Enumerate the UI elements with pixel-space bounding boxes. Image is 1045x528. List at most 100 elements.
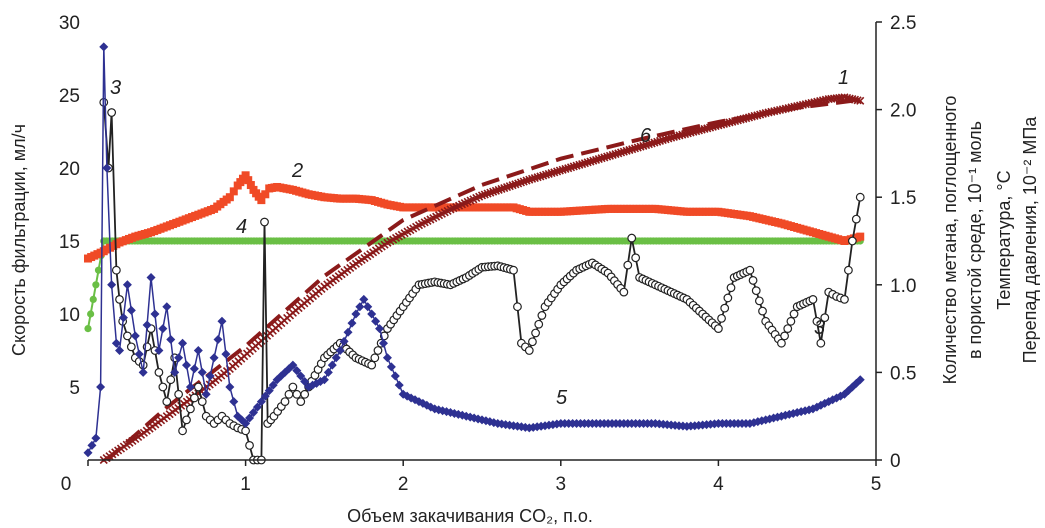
series-2-point	[229, 187, 238, 196]
x-tick-label-3: 3	[556, 474, 567, 495]
series-3-point	[509, 265, 518, 275]
series-2-point	[261, 190, 270, 199]
x-axis-title: Объем закачивания CO₂, п.о.	[347, 506, 593, 526]
series-3-point	[808, 295, 818, 304]
axes-layer	[87, 21, 882, 466]
series-3-point	[745, 265, 755, 275]
series-3-point	[714, 324, 723, 334]
series-3-point	[717, 313, 726, 323]
series-5-point	[102, 163, 112, 173]
series-5-point	[371, 316, 381, 326]
y-right-tick-label-2.5: 2.5	[890, 13, 916, 34]
series-1-point	[853, 96, 862, 105]
series-3-point	[619, 287, 629, 297]
series-5-point	[339, 336, 349, 346]
series-5-point	[375, 324, 385, 334]
series-3-point	[126, 342, 136, 352]
series-5-point	[162, 302, 172, 312]
series-1-point	[700, 124, 709, 134]
series-5-point	[209, 353, 219, 363]
curve-label-6: 6	[640, 125, 652, 147]
series-5-point	[248, 408, 258, 418]
series-3-point	[851, 214, 861, 224]
series-5-point	[154, 346, 164, 355]
series-3-point	[754, 296, 764, 306]
series-3-point	[524, 346, 534, 355]
series-5-point	[382, 353, 392, 363]
series-5-point	[394, 380, 404, 390]
series-3-point	[786, 316, 796, 326]
series-3-point	[107, 108, 117, 117]
series-1-point	[667, 133, 676, 142]
series-3-point	[193, 382, 203, 392]
series-3-point	[370, 353, 380, 363]
curve-label-3-top: 3	[110, 77, 121, 99]
series-3-point	[816, 338, 826, 348]
series-2-point	[244, 176, 253, 185]
series-5-point	[178, 338, 188, 348]
series-3-point	[531, 328, 540, 338]
series-5-point	[197, 367, 207, 377]
series-5-point	[118, 313, 128, 323]
x-tick-label-5: 5	[871, 474, 882, 495]
series-3-point	[844, 265, 853, 275]
y-right-tick-label-0.5: 0.5	[890, 363, 916, 384]
series-3-point	[111, 265, 121, 275]
series-3	[99, 97, 865, 465]
series-5-point	[359, 294, 369, 304]
series-3-point	[528, 337, 537, 347]
series-6	[105, 98, 853, 462]
series-1-point	[675, 131, 684, 140]
series-5-point	[142, 320, 152, 330]
series-1-point	[680, 129, 690, 139]
series-3-point	[197, 397, 207, 407]
y-left-tick-label-25: 25	[59, 86, 80, 107]
series-3-point	[623, 260, 633, 270]
series-3-point	[166, 375, 176, 385]
series-3-point	[758, 306, 767, 316]
series-3-point	[280, 397, 290, 407]
series-5-point	[855, 375, 865, 385]
series-3-point	[300, 389, 310, 399]
series-5-point	[300, 377, 310, 387]
y-right-tick-label-1.5: 1.5	[890, 188, 916, 209]
series-5-point	[327, 360, 337, 370]
series-5-point	[256, 397, 266, 407]
series-3-point	[780, 331, 789, 341]
series-layer	[83, 42, 865, 465]
series-2-point	[856, 232, 865, 241]
series-3-point	[154, 368, 164, 377]
x-tick-label-4: 4	[713, 474, 724, 495]
series-5-point	[87, 440, 97, 450]
series-4-line	[87, 240, 861, 329]
series-5-point	[323, 367, 333, 377]
series-3-point	[284, 389, 294, 399]
series-5-point	[201, 389, 211, 399]
series-5-point	[170, 367, 180, 377]
curve-label-3-right: 3	[814, 317, 825, 339]
series-5-point	[111, 338, 121, 348]
series-3-point	[820, 313, 830, 323]
curve-label-2: 2	[291, 160, 303, 182]
series-3-point	[847, 236, 857, 246]
series-4-point	[92, 281, 100, 289]
y-right-axis-title-line-1: Количество метана, поглощенного	[940, 96, 960, 385]
series-5-point	[288, 360, 298, 370]
y-right-axis-title-line-2: в пористой среде, 10⁻¹ моль	[965, 121, 985, 359]
series-1-point	[669, 132, 678, 141]
series-5-point	[205, 371, 215, 381]
series-1-point	[703, 124, 712, 133]
y-left-tick-label-10: 10	[59, 305, 80, 326]
series-3-point	[241, 426, 251, 436]
series-3-point	[182, 415, 191, 425]
series-1-point	[672, 132, 681, 141]
series-5-point	[355, 302, 365, 312]
series-4-point	[84, 325, 92, 333]
series-3-line	[102, 102, 862, 461]
series-5-point	[158, 324, 168, 334]
series-4-point	[94, 266, 103, 274]
y-left-tick-label-5: 5	[69, 378, 80, 399]
series-1-point	[801, 100, 810, 109]
series-5-point	[146, 273, 156, 282]
